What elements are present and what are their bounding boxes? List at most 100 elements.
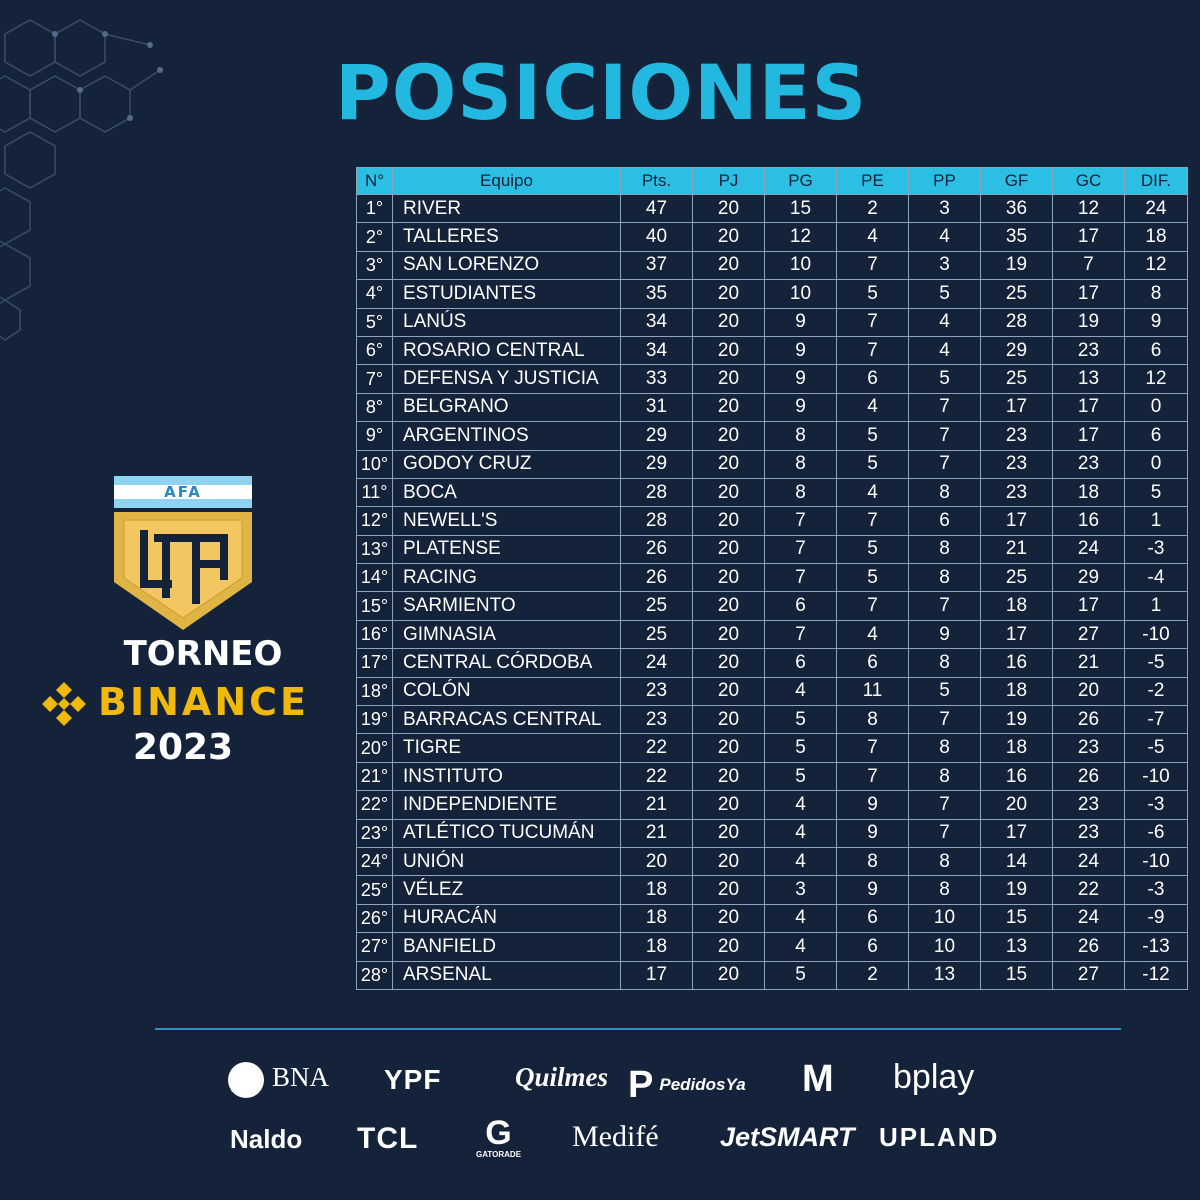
- table-row: 1° RIVER 47 20 15 2 3 36 12 24: [356, 193, 1188, 224]
- table-row: 20° TIGRE 22 20 5 7 8 18 23 -5: [356, 733, 1188, 763]
- table-row: 13° PLATENSE 26 20 7 5 8 21 24 -3: [356, 534, 1188, 565]
- table-row: 16° GIMNASIA 25 20 7 4 9 17 27 -10: [356, 619, 1188, 650]
- goals-for-cell: 16: [980, 761, 1053, 792]
- position-cell: 19°: [356, 705, 393, 735]
- position-cell: 21°: [356, 761, 393, 792]
- position-cell: 4°: [356, 279, 393, 309]
- team-cell: SAN LORENZO: [392, 250, 621, 281]
- won-cell: 4: [764, 790, 837, 820]
- team-cell: ATLÉTICO TUCUMÁN: [392, 818, 621, 848]
- drawn-cell: 6: [836, 648, 909, 678]
- won-cell: 7: [764, 506, 837, 536]
- goals-against-cell: 23: [1052, 818, 1125, 848]
- sponsor-naldo: Naldo: [230, 1124, 303, 1154]
- position-cell: 5°: [356, 307, 393, 337]
- played-cell: 20: [692, 619, 765, 650]
- won-cell: 4: [764, 818, 837, 848]
- points-cell: 18: [620, 903, 693, 934]
- team-cell: BARRACAS CENTRAL: [392, 705, 621, 735]
- table-row: 10° GODOY CRUZ 29 20 8 5 7 23 23 0: [356, 449, 1188, 479]
- drawn-cell: 4: [836, 477, 909, 508]
- played-cell: 20: [692, 335, 765, 366]
- points-cell: 23: [620, 676, 693, 707]
- position-cell: 24°: [356, 846, 393, 877]
- goals-for-cell: 17: [980, 506, 1053, 536]
- goals-against-cell: 20: [1052, 676, 1125, 707]
- table-row: 5° LANÚS 34 20 9 7 4 28 19 9: [356, 307, 1188, 337]
- won-cell: 15: [764, 193, 837, 224]
- won-cell: 8: [764, 421, 837, 451]
- lost-cell: 7: [908, 818, 981, 848]
- column-header: GF: [980, 167, 1053, 195]
- points-cell: 28: [620, 477, 693, 508]
- goals-for-cell: 23: [980, 421, 1053, 451]
- team-cell: RACING: [392, 563, 621, 593]
- played-cell: 20: [692, 563, 765, 593]
- goals-for-cell: 23: [980, 477, 1053, 508]
- league-logo: AFA TORNEO BINANCE 2023: [30, 472, 330, 772]
- sponsor-medife: Medifé: [572, 1120, 659, 1153]
- table-row: 8° BELGRANO 31 20 9 4 7 17 17 0: [356, 392, 1188, 423]
- goals-against-cell: 27: [1052, 619, 1125, 650]
- lost-cell: 5: [908, 364, 981, 394]
- team-cell: TALLERES: [392, 222, 621, 252]
- won-cell: 4: [764, 903, 837, 934]
- points-cell: 29: [620, 449, 693, 479]
- played-cell: 20: [692, 250, 765, 281]
- goal-difference-cell: -3: [1124, 790, 1188, 820]
- played-cell: 20: [692, 477, 765, 508]
- drawn-cell: 4: [836, 222, 909, 252]
- goals-against-cell: 23: [1052, 790, 1125, 820]
- page-title: POSICIONES: [335, 48, 868, 137]
- team-cell: PLATENSE: [392, 534, 621, 565]
- table-row: 9° ARGENTINOS 29 20 8 5 7 23 17 6: [356, 421, 1188, 451]
- goal-difference-cell: -10: [1124, 619, 1188, 650]
- lost-cell: 9: [908, 619, 981, 650]
- drawn-cell: 7: [836, 733, 909, 763]
- table-row: 18° COLÓN 23 20 4 11 5 18 20 -2: [356, 676, 1188, 707]
- goal-difference-cell: 1: [1124, 506, 1188, 536]
- won-cell: 7: [764, 563, 837, 593]
- lost-cell: 7: [908, 790, 981, 820]
- goal-difference-cell: 24: [1124, 193, 1188, 224]
- goals-for-cell: 18: [980, 733, 1053, 763]
- table-row: 17° CENTRAL CÓRDOBA 24 20 6 6 8 16 21 -5: [356, 648, 1188, 678]
- lpf-shield-logo: [114, 476, 252, 630]
- drawn-cell: 5: [836, 279, 909, 309]
- position-cell: 15°: [356, 591, 393, 621]
- drawn-cell: 2: [836, 960, 909, 990]
- table-row: 21° INSTITUTO 22 20 5 7 8 16 26 -10: [356, 761, 1188, 792]
- goal-difference-cell: 1: [1124, 591, 1188, 621]
- goals-for-cell: 15: [980, 960, 1053, 990]
- goals-against-cell: 19: [1052, 307, 1125, 337]
- season-year: 2023: [132, 727, 234, 768]
- goal-difference-cell: 9: [1124, 307, 1188, 337]
- team-cell: BELGRANO: [392, 392, 621, 423]
- lost-cell: 6: [908, 506, 981, 536]
- goals-against-cell: 23: [1052, 733, 1125, 763]
- team-cell: NEWELL'S: [392, 506, 621, 536]
- binance-label: BINANCE: [98, 680, 309, 724]
- goal-difference-cell: 5: [1124, 477, 1188, 508]
- played-cell: 20: [692, 364, 765, 394]
- position-cell: 2°: [356, 222, 393, 252]
- goals-for-cell: 19: [980, 250, 1053, 281]
- drawn-cell: 5: [836, 421, 909, 451]
- points-cell: 20: [620, 846, 693, 877]
- gatorade-bolt-icon: G: [485, 1114, 512, 1152]
- goals-for-cell: 28: [980, 307, 1053, 337]
- points-cell: 18: [620, 875, 693, 905]
- goal-difference-cell: 12: [1124, 250, 1188, 281]
- table-row: 28° ARSENAL 17 20 5 2 13 15 27 -12: [356, 960, 1188, 990]
- drawn-cell: 7: [836, 506, 909, 536]
- goal-difference-cell: -3: [1124, 534, 1188, 565]
- played-cell: 20: [692, 534, 765, 565]
- goal-difference-cell: 8: [1124, 279, 1188, 309]
- goal-difference-cell: 6: [1124, 421, 1188, 451]
- played-cell: 20: [692, 846, 765, 877]
- lost-cell: 8: [908, 563, 981, 593]
- goals-against-cell: 23: [1052, 449, 1125, 479]
- goal-difference-cell: 12: [1124, 364, 1188, 394]
- sponsor-bna: BNA: [228, 1062, 329, 1098]
- team-cell: GODOY CRUZ: [392, 449, 621, 479]
